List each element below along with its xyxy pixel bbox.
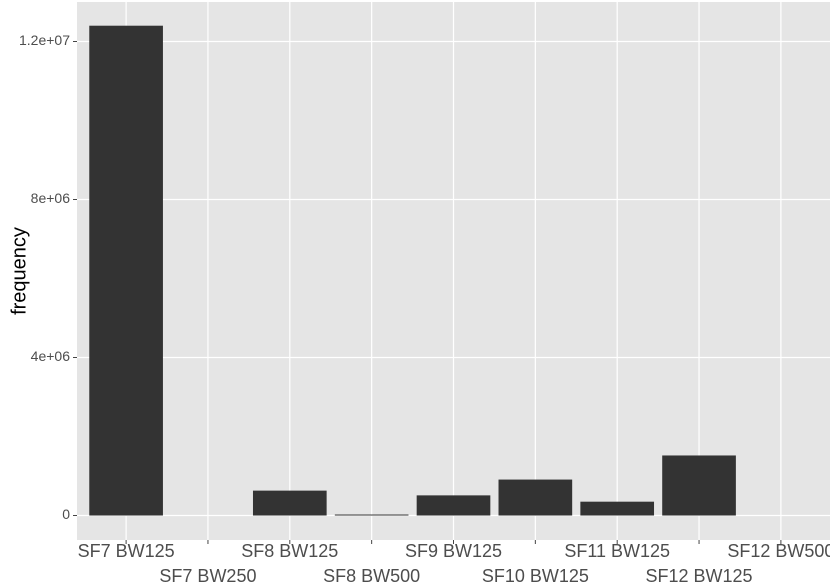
y-axis-title: frequency	[8, 227, 30, 315]
x-tick-label: SF8 BW500	[323, 566, 420, 586]
bar	[334, 514, 409, 516]
x-tick-label: SF12 BW500	[727, 541, 830, 561]
bar	[252, 490, 327, 516]
y-tick-label: 4e+06	[31, 348, 71, 364]
bar	[498, 479, 573, 516]
x-tick-label: SF7 BW125	[78, 541, 175, 561]
y-tick-label: 1.2e+07	[19, 32, 70, 48]
x-tick-label: SF8 BW125	[241, 541, 338, 561]
x-tick-label: SF11 BW125	[564, 541, 670, 561]
x-tick-label: SF7 BW250	[159, 566, 256, 586]
y-tick-label: 0	[62, 506, 70, 522]
x-tick-label: SF12 BW125	[646, 566, 753, 586]
bar	[416, 495, 491, 516]
x-tick-label: SF10 BW125	[482, 566, 589, 586]
bar	[89, 25, 163, 516]
bar	[580, 501, 655, 516]
y-tick-label: 8e+06	[31, 190, 71, 206]
bar	[662, 455, 736, 516]
x-tick-label: SF9 BW125	[405, 541, 502, 561]
